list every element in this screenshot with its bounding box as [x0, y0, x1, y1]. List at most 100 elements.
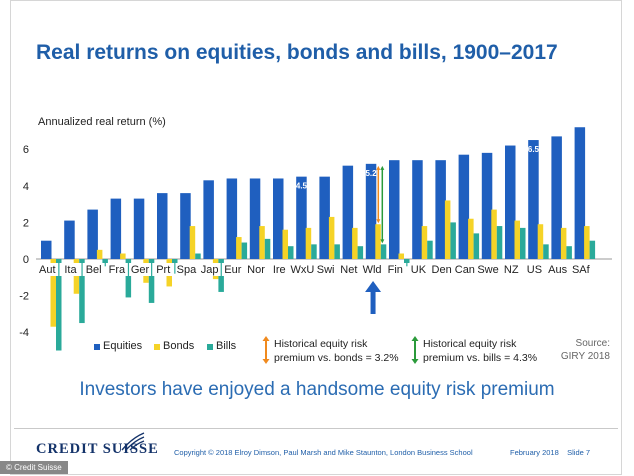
bills-bar-net: [357, 246, 364, 259]
y-axis-label: Annualized real return (%): [38, 116, 166, 128]
equities-bar-spa: [180, 193, 191, 259]
equities-bar-ire: [273, 178, 284, 259]
x-tick-label: Can: [455, 264, 475, 276]
bonds-bar-swi: [328, 216, 335, 259]
y-tick-label: 6: [23, 144, 29, 156]
x-label-bg: [82, 263, 105, 276]
bonds-bar-us: [537, 224, 544, 259]
bonds-bar-spa: [189, 226, 196, 259]
x-label-bg: [291, 263, 314, 276]
x-label-bg: [546, 263, 569, 276]
x-tick-label: Prt: [156, 264, 170, 276]
x-tick-label: US: [527, 264, 542, 276]
bills-bar-nor: [264, 238, 271, 259]
x-label-bg: [430, 263, 453, 276]
equities-bar-wld: [365, 163, 377, 259]
world-pointer-arrow-icon: [365, 281, 382, 292]
equities-bar-uk: [412, 160, 423, 259]
x-tick-label: Bel: [86, 264, 102, 276]
bills-bar-eur: [241, 242, 248, 259]
bonds-bar-wld: [375, 224, 381, 259]
equities-bar-swi: [319, 176, 330, 259]
equities-bar-fin: [389, 160, 400, 259]
bills-bar-wld: [380, 244, 387, 259]
x-label-bg: [314, 263, 337, 276]
bills-bar-swi: [334, 244, 340, 259]
x-label-bg: [245, 263, 268, 276]
bills-bar-fin: [404, 259, 410, 267]
equities-bar-ita: [64, 220, 75, 259]
bills-bar-spa: [195, 253, 201, 259]
x-label-bg: [569, 263, 592, 276]
x-tick-label: Ita: [64, 264, 77, 276]
bills-bar-aut: [56, 259, 62, 351]
x-label-bg: [500, 263, 523, 276]
slide-number: Slide 7: [567, 448, 591, 457]
bonds-bar-saf: [584, 226, 590, 259]
x-tick-label: UK: [411, 264, 427, 276]
x-label-bg: [36, 263, 59, 276]
data-label: 5.2: [365, 169, 377, 178]
bills-bar-can: [473, 233, 480, 259]
slide-info: February 2018 Slide 7: [510, 448, 590, 457]
bonds-bar-uk: [421, 226, 428, 259]
x-tick-label: Ire: [273, 264, 286, 276]
bills-premium-note: Historical equity risk premium vs. bills…: [423, 337, 537, 365]
equities-bar-saf: [574, 127, 586, 260]
bonds-arrow-head: [376, 165, 381, 170]
bonds-premium-line2: premium vs. bonds = 3.2%: [274, 352, 399, 364]
x-tick-label: Aut: [39, 264, 56, 276]
slide-date: February 2018: [510, 448, 559, 457]
source-label: Source:: [575, 338, 610, 349]
bills-premium-line1: Historical equity risk: [423, 338, 517, 350]
x-label-bg: [523, 263, 546, 276]
sails-logo-icon: [121, 432, 145, 451]
y-tick-label: -2: [19, 291, 29, 303]
bonds-premium-line1: Historical equity risk: [274, 338, 368, 350]
bills-bar-nz: [520, 227, 526, 259]
x-label-bg: [221, 263, 244, 276]
y-tick-label: 0: [23, 254, 29, 266]
x-tick-label: Fin: [388, 264, 403, 276]
x-label-bg: [337, 263, 360, 276]
equities-bar-den: [435, 160, 446, 259]
x-label-bg: [152, 263, 175, 276]
data-label: 4.5: [296, 182, 308, 191]
equities-bar-nor: [249, 178, 261, 259]
bills-bar-us: [543, 244, 549, 259]
x-label-bg: [477, 263, 500, 276]
x-label-bg: [453, 263, 476, 276]
bonds-bar-ire: [282, 229, 288, 259]
legend-bonds-label: Bonds: [163, 340, 195, 352]
x-tick-label: Spa: [177, 264, 197, 276]
x-label-bg: [407, 263, 430, 276]
footer-divider: [14, 428, 618, 429]
bonds-bar-nz: [514, 220, 520, 259]
x-tick-label: WxU: [291, 264, 315, 276]
image-credit: © Credit Suisse: [0, 461, 68, 474]
y-tick-label: -4: [19, 327, 29, 339]
x-tick-label: SAf: [572, 264, 591, 276]
bonds-bar-den: [444, 200, 451, 259]
legend-bonds-swatch: [154, 344, 160, 350]
copyright-text: Copyright © 2018 Elroy Dimson, Paul Mars…: [174, 448, 473, 457]
chart-title: Real returns on equities, bonds and bill…: [36, 41, 558, 64]
legend-equities-swatch: [94, 344, 100, 350]
x-label-bg: [105, 263, 128, 276]
x-label-bg: [59, 263, 82, 276]
x-label-bg: [198, 263, 221, 276]
x-tick-label: Wld: [363, 264, 382, 276]
bills-bar-prt: [172, 259, 178, 274]
bonds-bar-fra: [120, 253, 126, 259]
equities-bar-jap: [203, 180, 214, 259]
bonds-bar-swe: [491, 209, 497, 259]
bonds-bar-aus: [560, 227, 567, 259]
bills-premium-line2: premium vs. bills = 4.3%: [423, 352, 538, 364]
bills-bar-aus: [566, 246, 572, 259]
bills-bar-jap: [218, 259, 224, 292]
bills-bar-ger: [148, 259, 155, 303]
bills-bar-uk: [427, 240, 433, 259]
x-tick-label: Nor: [247, 264, 265, 276]
data-label: 6.5: [528, 145, 540, 154]
